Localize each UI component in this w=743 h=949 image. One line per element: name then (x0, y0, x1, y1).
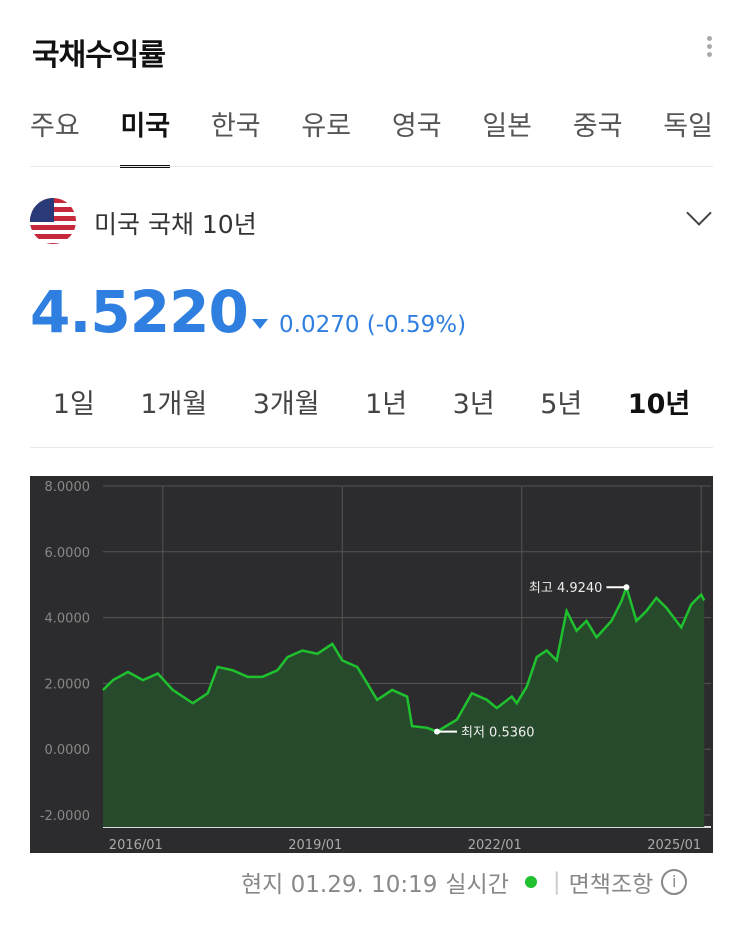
y-tick-label: 4.0000 (45, 612, 91, 627)
tab-0[interactable]: 주요 (30, 111, 80, 142)
tab-7[interactable]: 독일 (663, 111, 713, 142)
high-label: 최고 4.9240 (529, 581, 603, 596)
price-change: 0.0270 (-0.59%) (279, 312, 467, 338)
divider (30, 447, 713, 448)
tab-3[interactable]: 유로 (301, 111, 352, 142)
period-1[interactable]: 1개월 (140, 389, 208, 420)
period-2[interactable]: 3개월 (252, 389, 320, 420)
area-fill (103, 587, 705, 827)
y-tick-label: -2.0000 (40, 809, 90, 824)
realtime-label: 실시간 (445, 872, 509, 898)
tab-5[interactable]: 일본 (482, 111, 533, 142)
x-tick-label: 2022/01 (468, 838, 522, 853)
period-6[interactable]: 10년 (627, 389, 691, 420)
chart-svg: 8.0000 6.0000 4.0000 2.0000 0.0000 -2.0000 201… (40, 480, 711, 853)
chevron-down-icon[interactable] (686, 200, 712, 226)
period-3[interactable]: 1년 (365, 389, 408, 420)
us-flag-icon (30, 198, 76, 244)
separator: | (552, 869, 561, 895)
tab-2[interactable]: 한국 (210, 111, 261, 142)
info-icon[interactable]: i (661, 869, 688, 895)
y-tick-label: 6.0000 (45, 546, 91, 561)
footer: 현지 01.29. 10:19 실시간 | 면책조항 i (241, 865, 688, 899)
yield-chart: 8.0000 6.0000 4.0000 2.0000 0.0000 -2.0000 201… (30, 476, 713, 853)
y-tick-label: 2.0000 (45, 677, 91, 692)
x-tick-label: 2019/01 (288, 838, 342, 853)
x-tick-label: 2025/01 (647, 838, 701, 853)
country-tabs: 주요 미국 한국 유로 영국 일본 중국 독일 (30, 104, 713, 168)
realtime-dot-icon (524, 876, 537, 888)
period-tabs: 1일 1개월 3개월 1년 3년 5년 10년 (30, 382, 713, 421)
period-4[interactable]: 3년 (452, 389, 495, 420)
low-label: 최저 0.5360 (461, 726, 535, 741)
divider (30, 166, 713, 167)
y-tick-label: 0.0000 (45, 743, 91, 758)
disclaimer-link[interactable]: 면책조항 (568, 872, 654, 898)
more-options-icon[interactable] (704, 36, 714, 62)
bond-price: 4.5220 (30, 278, 249, 346)
tab-6[interactable]: 중국 (572, 111, 623, 142)
period-0[interactable]: 1일 (52, 389, 95, 420)
tab-4[interactable]: 영국 (391, 111, 442, 142)
tab-1[interactable]: 미국 (120, 104, 171, 168)
period-5[interactable]: 5년 (540, 389, 583, 420)
local-time: 현지 01.29. 10:19 (241, 872, 438, 898)
down-arrow-icon (252, 319, 268, 329)
x-tick-label: 2016/01 (109, 838, 163, 853)
y-tick-label: 8.0000 (45, 480, 91, 495)
bond-selector[interactable]: 미국 국채 10년 (94, 210, 257, 239)
page-title: 국채수익률 (32, 38, 166, 73)
